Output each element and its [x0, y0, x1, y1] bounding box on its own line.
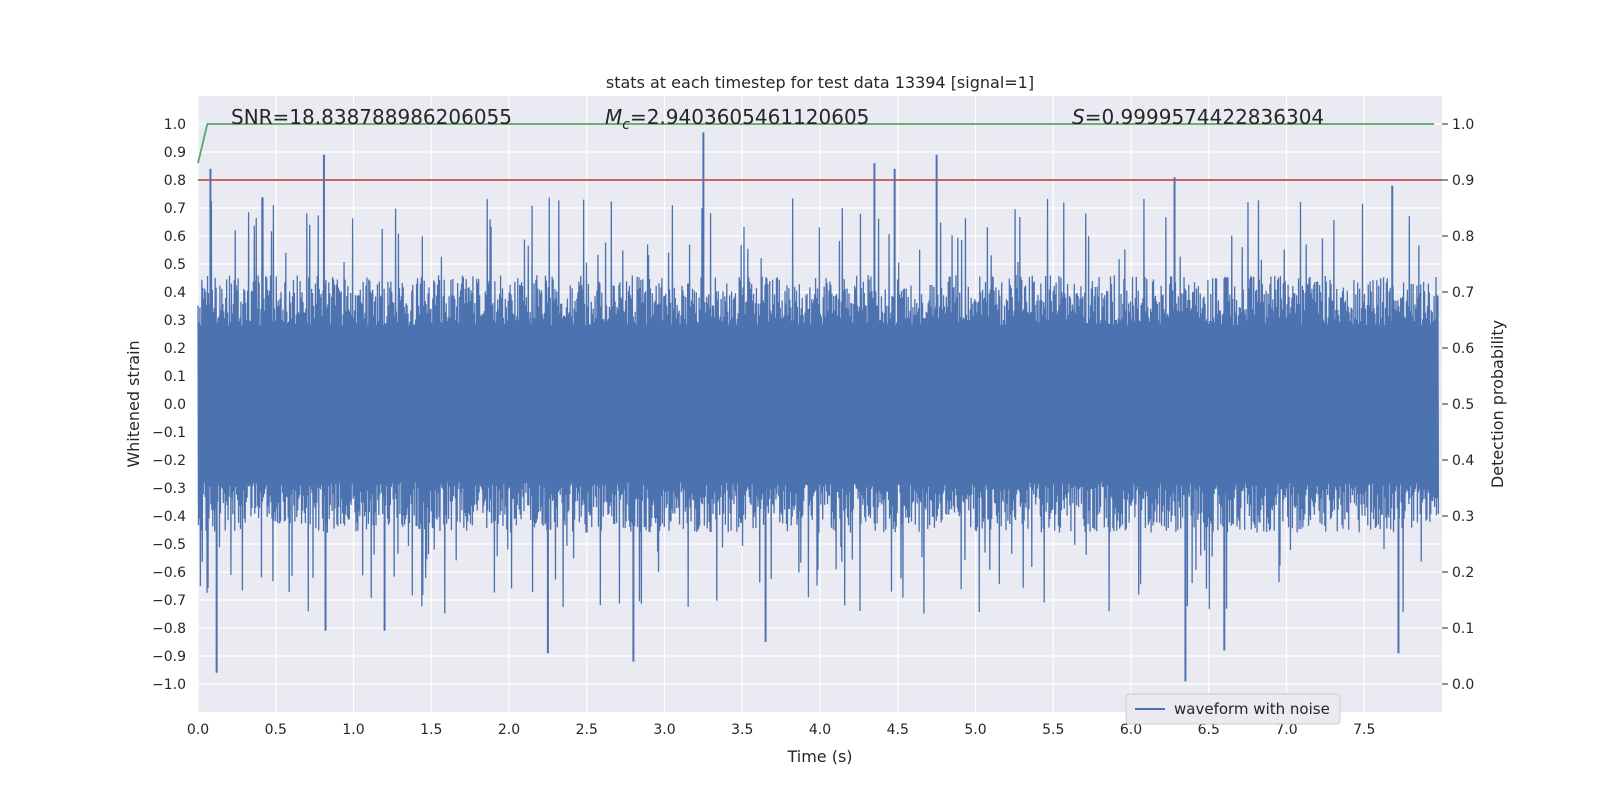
- y-left-tick-label: 1.0: [164, 117, 186, 133]
- snr-annotation: SNR=18.838788986206055: [231, 105, 512, 129]
- x-tick-label: 1.0: [342, 722, 364, 738]
- x-tick-label: 2.0: [498, 722, 520, 738]
- y-right-tick-label: 1.0: [1452, 117, 1474, 133]
- y-left-tick-label: 0.9: [164, 145, 186, 161]
- waveform-series: [197, 132, 1440, 682]
- y-left-tick-label: 0.1: [164, 369, 186, 385]
- x-tick-label: 6.5: [1198, 722, 1220, 738]
- x-tick-label: 5.0: [964, 722, 986, 738]
- x-tick-label: 3.5: [731, 722, 753, 738]
- y-right-tick-label: 0.4: [1452, 453, 1474, 469]
- y-right-tick-label: 0.9: [1452, 173, 1474, 189]
- chart-title: stats at each timestep for test data 133…: [606, 73, 1034, 92]
- y-left-tick-label: 0.6: [164, 229, 186, 245]
- y-left-tick-label: 0.0: [164, 397, 186, 413]
- s-symbol: S: [1072, 105, 1085, 129]
- y-right-tick-label: 0.7: [1452, 285, 1474, 301]
- x-tick-label: 4.0: [809, 722, 831, 738]
- x-tick-label: 3.0: [653, 722, 675, 738]
- y-right-ticks: 1.0 0.9 0.8 0.7 0.6 0.5 0.4 0.3 0.2 0.1 0.0: [1442, 117, 1474, 693]
- legend-label: waveform with noise: [1174, 700, 1330, 718]
- y-left-tick-label: −0.8: [152, 621, 186, 637]
- legend: waveform with noise: [1125, 693, 1341, 725]
- x-ticks: 0.0 0.5 1.0 1.5 2.0 2.5 3.0 3.5 4.0 4.5 5.0 5.5 6.0 6…: [187, 722, 1376, 738]
- y-left-tick-label: 0.7: [164, 201, 186, 217]
- x-tick-label: 6.0: [1120, 722, 1142, 738]
- y-right-axis-label: Detection probability: [1488, 320, 1507, 488]
- legend-box: [1125, 693, 1341, 725]
- y-left-tick-label: −0.7: [152, 593, 186, 609]
- x-tick-label: 7.5: [1353, 722, 1375, 738]
- y-right-tick-label: 0.1: [1452, 621, 1474, 637]
- x-tick-label: 7.0: [1275, 722, 1297, 738]
- y-left-tick-label: −0.6: [152, 565, 186, 581]
- y-left-tick-label: 0.5: [164, 257, 186, 273]
- mc-subscript: c: [622, 117, 630, 133]
- y-right-tick-label: 0.5: [1452, 397, 1474, 413]
- x-axis-label: Time (s): [786, 747, 852, 766]
- y-left-tick-label: −0.9: [152, 649, 186, 665]
- y-left-tick-label: −0.3: [152, 481, 186, 497]
- mc-annotation: Mc=2.9403605461120605: [605, 105, 869, 133]
- y-left-tick-label: 0.3: [164, 313, 186, 329]
- mc-value: =2.9403605461120605: [630, 105, 869, 129]
- y-left-axis-label: Whitened strain: [124, 340, 143, 467]
- detection-probability-line: [197, 123, 1435, 164]
- x-tick-label: 4.5: [887, 722, 909, 738]
- s-annotation: S=0.9999574422836304: [1072, 105, 1324, 129]
- x-tick-label: 0.5: [265, 722, 287, 738]
- y-right-tick-label: 0.3: [1452, 509, 1474, 525]
- x-tick-label: 5.5: [1042, 722, 1064, 738]
- x-tick-label: 1.5: [420, 722, 442, 738]
- mc-symbol: M: [605, 105, 622, 129]
- y-left-tick-label: −0.2: [152, 453, 186, 469]
- y-right-tick-label: 0.6: [1452, 341, 1474, 357]
- y-left-tick-label: −0.1: [152, 425, 186, 441]
- y-right-tick-label: 0.0: [1452, 677, 1474, 693]
- y-left-tick-label: 0.2: [164, 341, 186, 357]
- y-left-tick-label: 0.4: [164, 285, 186, 301]
- y-left-ticks: 1.0 0.9 0.8 0.7 0.6 0.5 0.4 0.3 0.2 0.1 0.0 −0.1 −0.…: [152, 117, 186, 693]
- x-tick-label: 2.5: [576, 722, 598, 738]
- y-left-tick-label: −0.4: [152, 509, 186, 525]
- y-left-tick-label: −0.5: [152, 537, 186, 553]
- y-left-tick-label: −1.0: [152, 677, 186, 693]
- probability-series: [197, 123, 1442, 181]
- y-right-tick-label: 0.2: [1452, 565, 1474, 581]
- y-right-tick-label: 0.8: [1452, 229, 1474, 245]
- y-left-tick-label: 0.8: [164, 173, 186, 189]
- waveform-line: [197, 197, 1440, 614]
- s-value: =0.9999574422836304: [1085, 105, 1324, 129]
- x-tick-label: 0.0: [187, 722, 209, 738]
